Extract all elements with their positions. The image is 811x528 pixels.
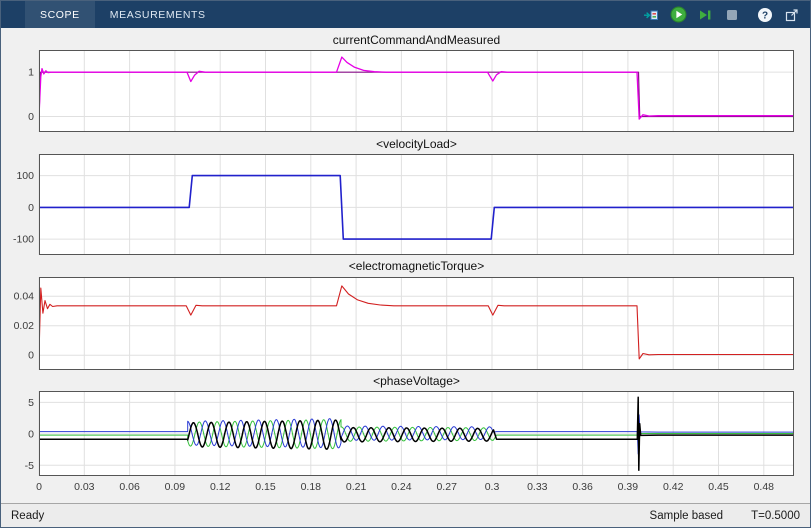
plot-axes-voltage: -5 0 5 0 0.03 0.06 0.09 0.12 0.15 0.18 0.21 0.24 0.2…: [1, 389, 810, 493]
plot-title-current: currentCommandAndMeasured: [332, 32, 501, 47]
subplot-velocity: <velocityLoad> -100 0 100: [1, 135, 810, 258]
svg-text:0.3: 0.3: [485, 481, 500, 493]
svg-text:0: 0: [28, 429, 34, 441]
svg-text:0: 0: [36, 481, 42, 493]
run-icon[interactable]: [669, 6, 687, 24]
svg-text:0.06: 0.06: [119, 481, 140, 493]
tab-scope[interactable]: SCOPE: [25, 1, 95, 28]
status-ready: Ready: [11, 509, 45, 522]
plot-axes-torque: 0 0.02 0.04: [1, 275, 810, 373]
svg-text:0.15: 0.15: [255, 481, 276, 493]
svg-text:0.12: 0.12: [210, 481, 231, 493]
svg-text:?: ?: [762, 10, 768, 21]
dock-icon[interactable]: [783, 6, 801, 24]
svg-text:0.33: 0.33: [527, 481, 548, 493]
toolstrip-tabs: SCOPE MEASUREMENTS: [1, 1, 221, 28]
plot-title-torque: <electromagneticTorque>: [348, 259, 485, 274]
toolstrip: SCOPE MEASUREMENTS: [1, 1, 810, 28]
svg-text:0: 0: [28, 350, 34, 362]
svg-text:0.24: 0.24: [391, 481, 412, 493]
highlight-simulink-block-icon[interactable]: [642, 6, 660, 24]
stop-icon[interactable]: [723, 6, 741, 24]
svg-text:0: 0: [28, 202, 34, 214]
svg-text:0.39: 0.39: [618, 481, 639, 493]
svg-text:0.21: 0.21: [346, 481, 367, 493]
svg-text:0.42: 0.42: [663, 481, 684, 493]
step-forward-icon[interactable]: [696, 6, 714, 24]
svg-text:0.04: 0.04: [14, 291, 35, 303]
svg-text:1: 1: [28, 67, 34, 79]
plot-axes-velocity: -100 0 100: [1, 152, 810, 258]
plot-title-voltage: <phaseVoltage>: [373, 373, 460, 388]
svg-text:0.03: 0.03: [74, 481, 95, 493]
status-sample-mode: Sample based: [649, 509, 724, 522]
status-sim-time: T=0.5000: [751, 509, 800, 522]
toolbar-actions: ?: [642, 1, 810, 28]
subplot-voltage: <phaseVoltage> -5 0 5 0 0.03 0.06 0.09 0.12 0.15…: [1, 372, 810, 493]
svg-text:-5: -5: [25, 460, 34, 472]
subplot-torque: <electromagneticTorque> 0 0.02 0.04: [1, 258, 810, 373]
help-icon[interactable]: ?: [756, 6, 774, 24]
svg-text:0.09: 0.09: [165, 481, 186, 493]
plot-title-velocity: <velocityLoad>: [376, 136, 457, 151]
svg-text:0.45: 0.45: [708, 481, 729, 493]
status-bar: Ready Sample based T=0.5000: [1, 503, 810, 527]
tab-measurements[interactable]: MEASUREMENTS: [109, 8, 206, 21]
svg-text:5: 5: [28, 397, 34, 409]
svg-text:0.02: 0.02: [14, 320, 35, 332]
svg-text:0.27: 0.27: [436, 481, 457, 493]
svg-text:0: 0: [28, 111, 34, 123]
svg-text:0.36: 0.36: [572, 481, 593, 493]
svg-text:0.48: 0.48: [754, 481, 775, 493]
svg-text:100: 100: [16, 171, 34, 183]
svg-text:-100: -100: [13, 234, 34, 246]
svg-text:0.18: 0.18: [301, 481, 322, 493]
